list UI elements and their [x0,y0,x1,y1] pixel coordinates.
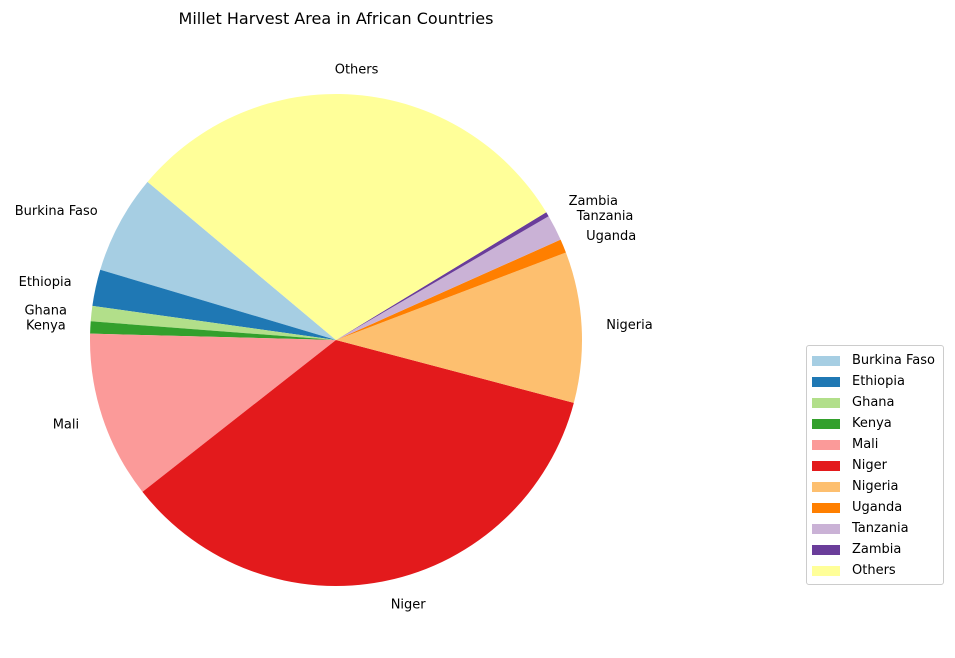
pie-slice-others [147,94,547,340]
pie-slice-ghana [90,305,336,340]
pie-slice-niger [142,340,574,586]
pie-label-kenya: Kenya [26,319,66,334]
pie-label-nigeria: Nigeria [606,318,653,333]
pie-label-niger: Niger [391,598,427,613]
legend-swatch [812,397,840,408]
pie-slice-tanzania [336,216,561,340]
legend-label: Ghana [852,395,895,410]
legend-label: Nigeria [852,479,899,494]
legend-item-ethiopia: Ethiopia [807,371,943,392]
legend-item-kenya: Kenya [807,413,943,434]
legend-label: Ethiopia [852,374,905,389]
pie-label-ghana: Ghana [24,303,67,318]
pie-slices [89,94,582,586]
legend-swatch [812,439,840,450]
pie-label-zambia: Zambia [569,194,618,209]
chart-title: Millet Harvest Area in African Countries [179,9,494,28]
legend-item-ghana: Ghana [807,392,943,413]
legend-label: Tanzania [852,521,909,536]
legend-item-mali: Mali [807,434,943,455]
legend-swatch [812,376,840,387]
legend: Burkina Faso Ethiopia Ghana Kenya Mali Niger N… [806,345,944,585]
legend-item-others: Others [807,560,943,581]
pie-slice-uganda [336,239,566,340]
legend-label: Kenya [852,416,892,431]
legend-swatch [812,481,840,492]
pie-label-tanzania: Tanzania [576,209,634,224]
legend-swatch [812,523,840,534]
legend-swatch [812,544,840,555]
pie-label-ethiopia: Ethiopia [19,275,72,290]
legend-item-tanzania: Tanzania [807,518,943,539]
pie-slice-mali [89,333,336,492]
legend-label: Zambia [852,542,902,557]
pie-slice-ethiopia [92,269,337,340]
legend-label: Others [852,563,896,578]
legend-swatch [812,355,840,366]
legend-label: Mali [852,437,879,452]
pie-slice-kenya [90,321,336,340]
legend-swatch [812,502,840,513]
legend-label: Burkina Faso [852,353,935,368]
legend-swatch [812,418,840,429]
pie-label-uganda: Uganda [586,229,636,244]
legend-label: Niger [852,458,887,473]
pie-slice-zambia [336,212,549,340]
pie-slice-burkina-faso [100,181,336,340]
pie-slice-nigeria [336,252,582,403]
legend-item-zambia: Zambia [807,539,943,560]
pie-label-others: Others [335,63,379,78]
legend-swatch [812,460,840,471]
legend-item-nigeria: Nigeria [807,476,943,497]
legend-label: Uganda [852,500,903,515]
legend-item-burkina-faso: Burkina Faso [807,350,943,371]
pie-label-mali: Mali [53,418,79,433]
legend-item-uganda: Uganda [807,497,943,518]
legend-item-niger: Niger [807,455,943,476]
legend-swatch [812,565,840,576]
pie-label-burkina-faso: Burkina Faso [15,204,98,219]
